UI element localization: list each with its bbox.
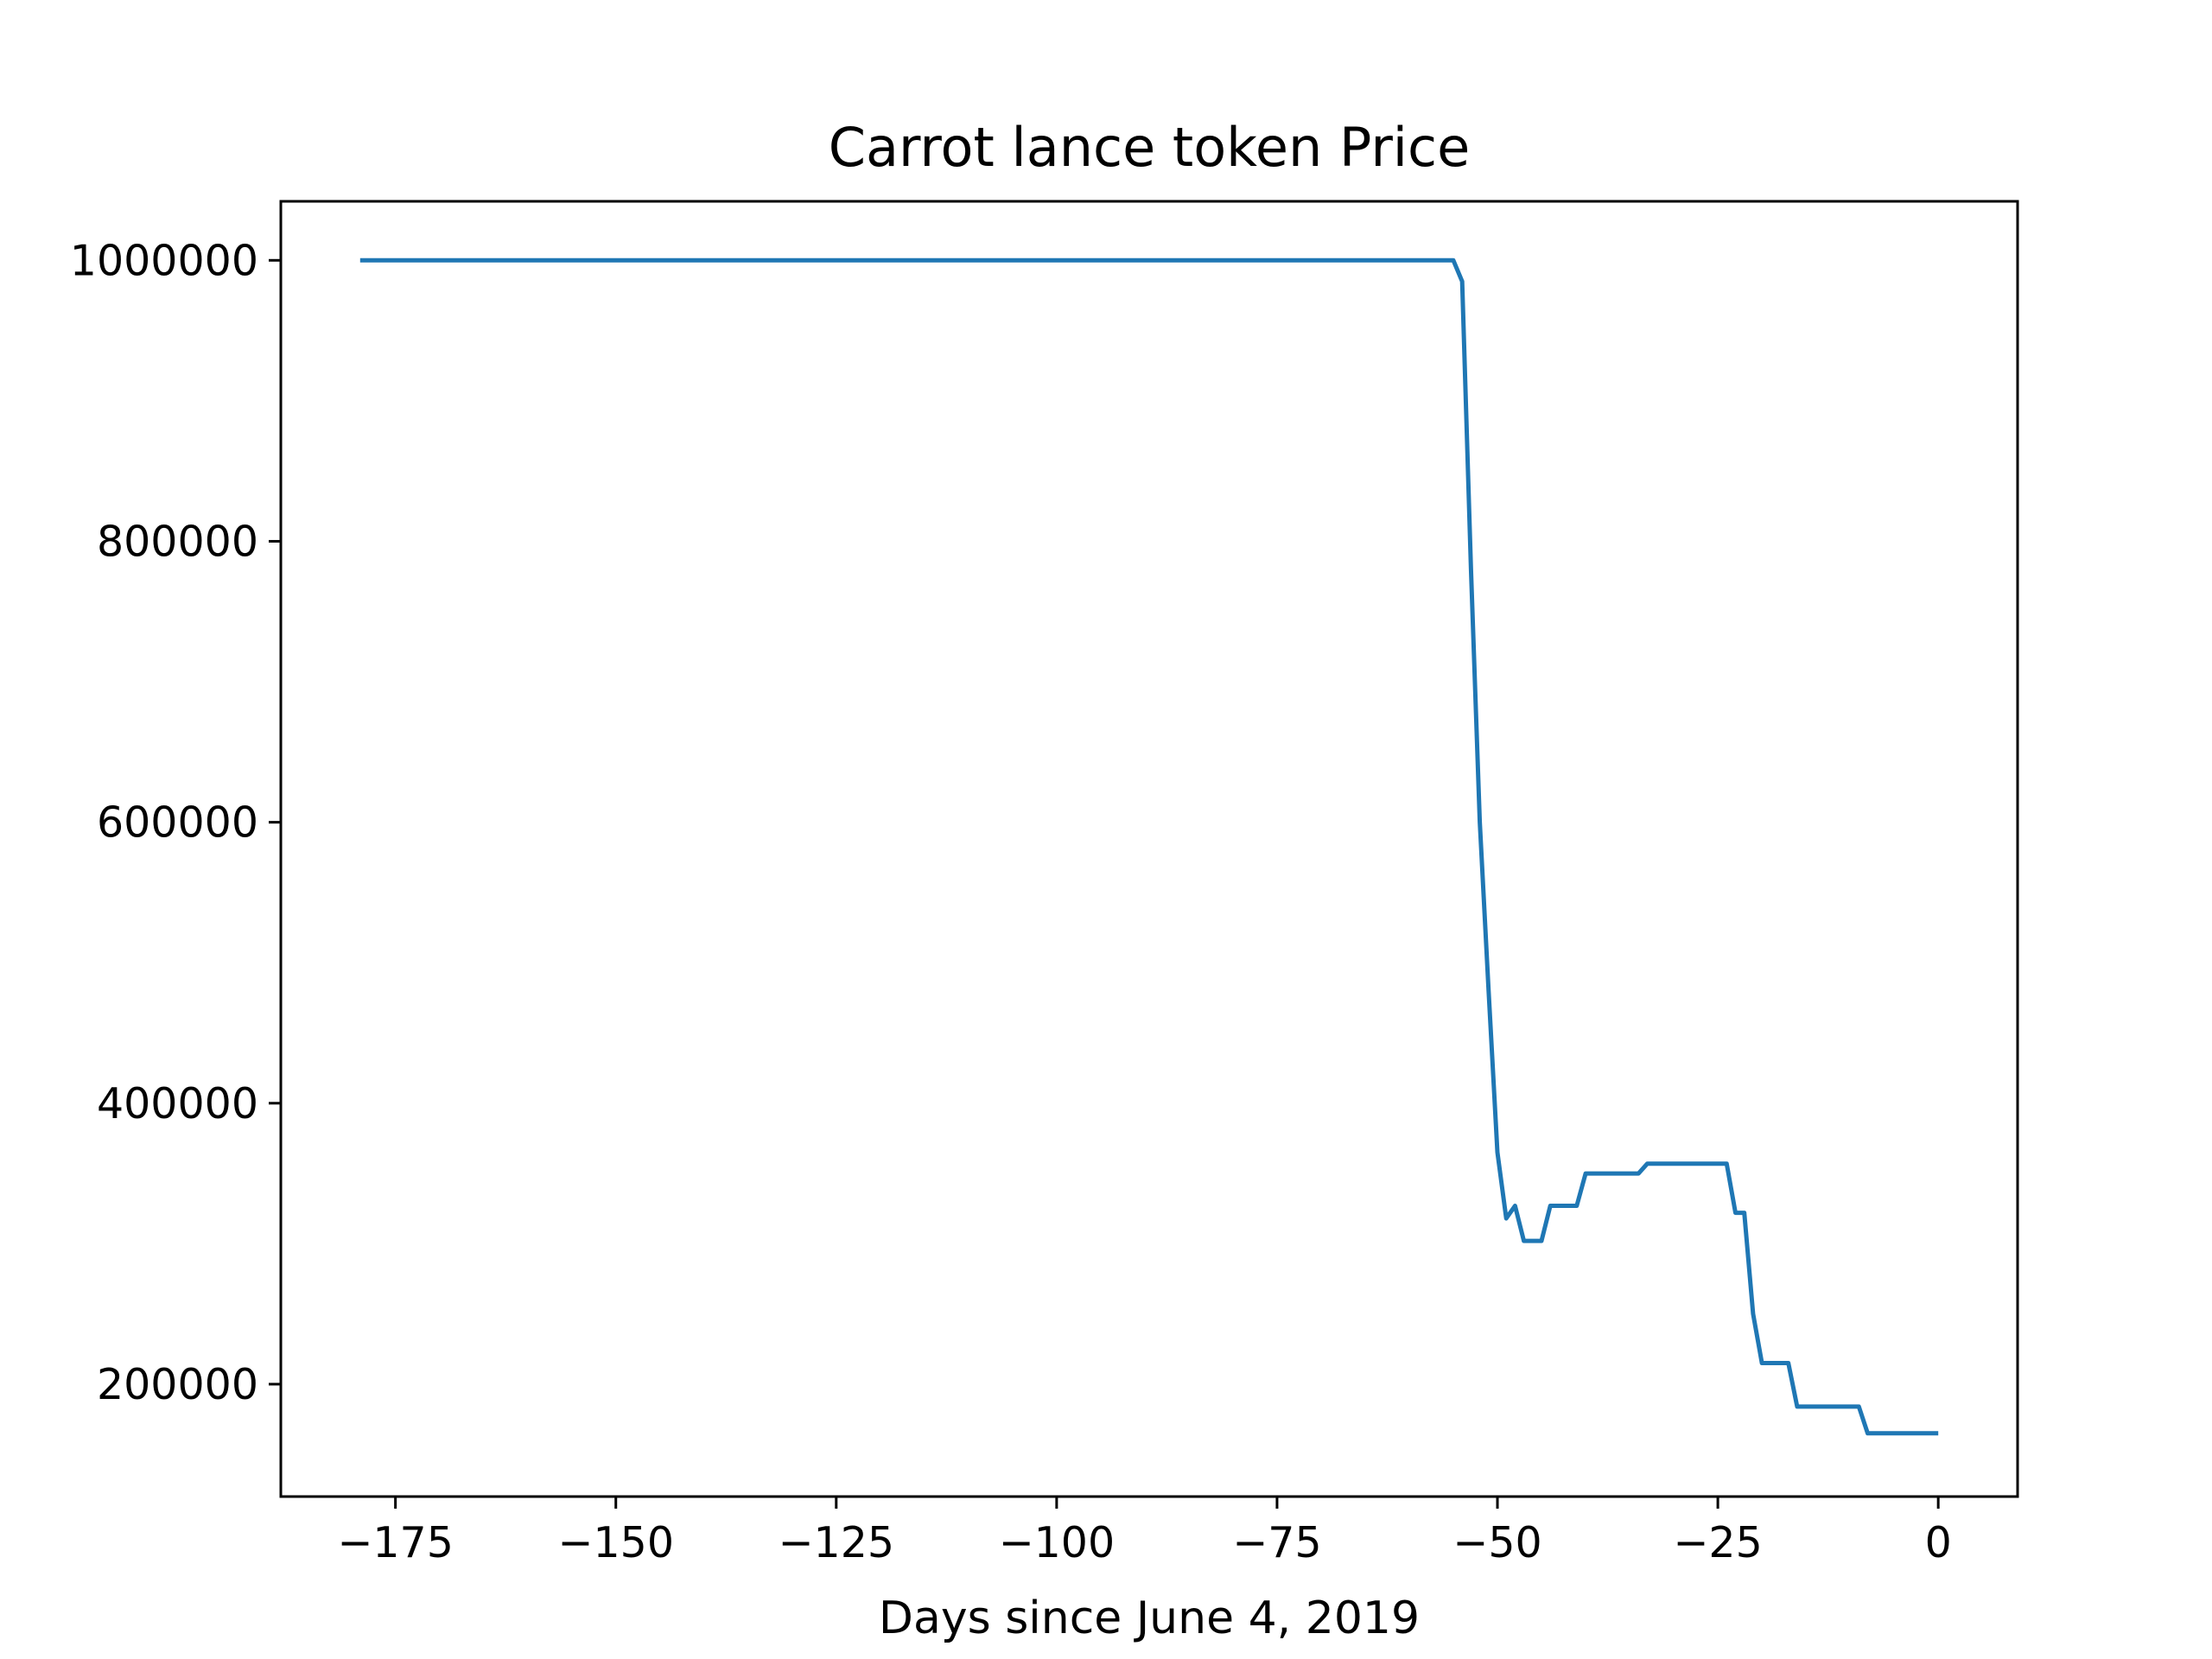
x-tick-label: −175 (337, 1518, 454, 1567)
y-tick-label: 200000 (97, 1360, 258, 1409)
price-line (359, 257, 1939, 1436)
x-tick-label: 0 (1925, 1518, 1952, 1567)
y-tick-label: 600000 (97, 798, 258, 848)
x-tick-label: −150 (557, 1518, 674, 1567)
series-layer (359, 257, 1939, 1436)
y-tick-label: 1000000 (70, 236, 258, 285)
plot-frame (279, 200, 2019, 1498)
x-tick-label: −25 (1673, 1518, 1762, 1567)
y-tick-label: 400000 (97, 1079, 258, 1128)
x-tick-label: −75 (1232, 1518, 1321, 1567)
y-tick-label: 800000 (97, 517, 258, 566)
x-tick-label: −100 (999, 1518, 1116, 1567)
x-axis-title: Days since June 4, 2019 (879, 1592, 1420, 1644)
x-tick-label: −50 (1452, 1518, 1541, 1567)
x-tick-label: −125 (778, 1518, 894, 1567)
axes: −175 −150 −125 −100 −75 −50 −25 0 200000 400000 60… (70, 200, 2019, 1567)
chart-title: Carrot lance token Price (829, 116, 1471, 179)
